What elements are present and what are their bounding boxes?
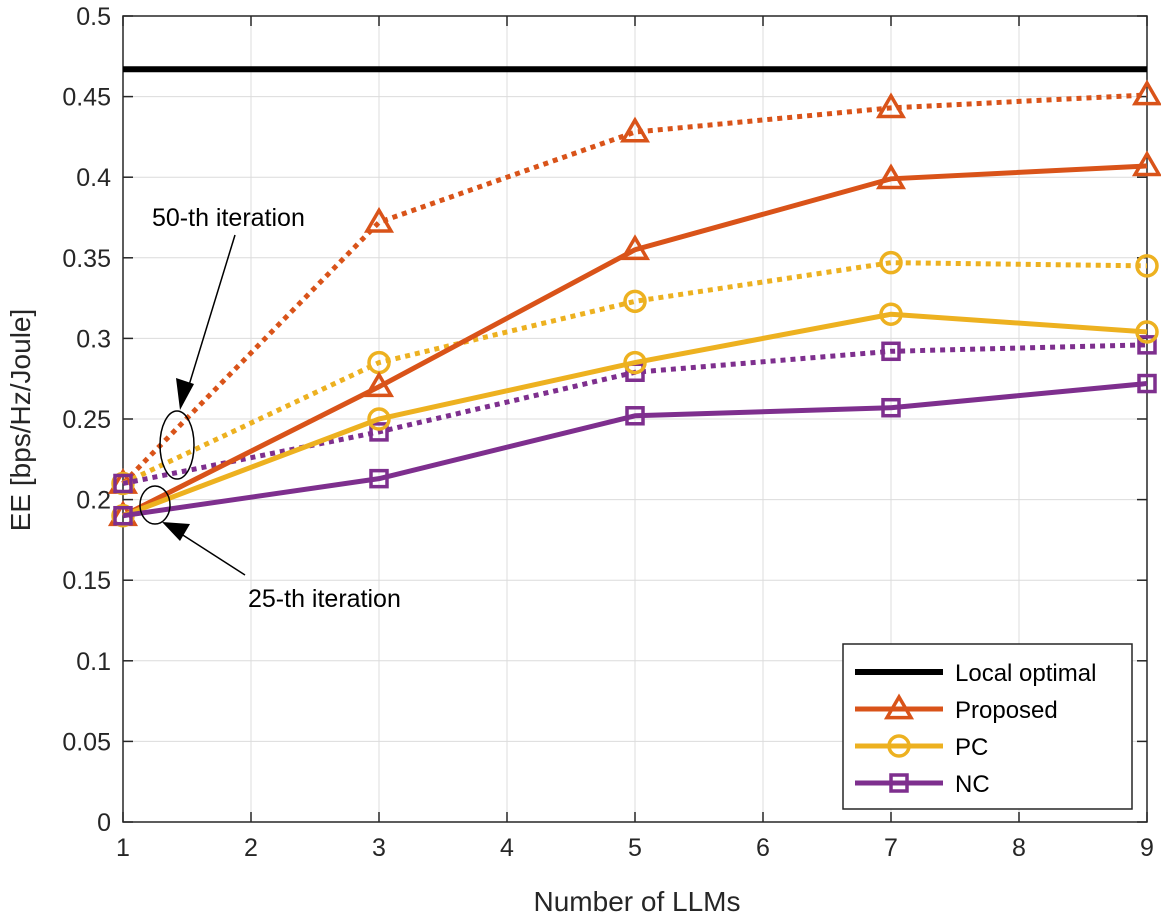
data-point-proposed-25th <box>1131 150 1161 177</box>
series-line-nc-25th <box>122 381 1148 519</box>
y-tick-label: 0.3 <box>76 325 111 353</box>
y-tick-label: 0.5 <box>76 3 111 31</box>
y-tick-label: 0.1 <box>76 648 111 676</box>
data-point-proposed-50th <box>363 206 395 233</box>
y-tick-label: 0 <box>97 809 111 837</box>
data-point-proposed-50th <box>619 116 651 143</box>
data-point-pc-25th <box>623 350 647 375</box>
legend-label: PC <box>955 734 988 761</box>
legend-swatch-marker <box>887 734 911 758</box>
data-point-nc-50th <box>369 422 389 442</box>
data-point-pc-50th <box>111 471 135 496</box>
data-point-proposed-50th <box>875 92 907 119</box>
legend: Local optimal Proposed PC NC <box>842 643 1133 810</box>
y-tick-label: 0.05 <box>62 728 111 756</box>
data-point-proposed-25th <box>619 234 651 261</box>
legend-label: NC <box>955 771 990 798</box>
x-tick-label: 9 <box>1140 834 1154 862</box>
iteration-annotations: 50-th iteration 25-th iteration <box>139 204 401 613</box>
data-point-pc-50th <box>879 250 903 275</box>
data-point-proposed-50th <box>1131 79 1161 106</box>
legend-entry: PC <box>855 734 988 761</box>
series-line-proposed-25th <box>121 163 1148 518</box>
legend-swatch-marker <box>889 773 909 793</box>
y-axis-title: EE [bps/Hz/Joule] <box>5 309 36 532</box>
annotation-label-25th: 25-th iteration <box>248 585 401 613</box>
data-point-nc-50th <box>1137 335 1157 355</box>
annotation-ellipse-25th <box>139 485 171 525</box>
series-line-proposed-50th <box>121 92 1148 486</box>
series-proposed-25th <box>107 150 1161 527</box>
data-point-nc-50th <box>881 341 901 362</box>
x-tick-label: 1 <box>116 834 130 862</box>
x-tick-label: 7 <box>884 834 898 862</box>
data-point-nc-25th <box>113 505 133 526</box>
legend-entry: NC <box>855 771 990 798</box>
y-tick-label: 0.15 <box>62 567 111 595</box>
x-tick-label: 4 <box>500 834 514 862</box>
x-axis-title: Number of LLMs <box>534 886 741 917</box>
data-point-pc-50th <box>623 289 647 314</box>
annotation-arrow-25th <box>174 529 246 576</box>
x-tick-label: 5 <box>628 834 642 862</box>
data-point-nc-25th <box>625 406 645 426</box>
series-lines <box>107 66 1161 528</box>
series-proposed-50th <box>107 79 1161 494</box>
data-point-nc-25th <box>1137 373 1157 394</box>
data-point-pc-25th <box>1135 320 1159 344</box>
annotation-label-50th: 50-th iteration <box>152 204 305 232</box>
annotation-ellipse-50th <box>159 410 195 480</box>
data-point-pc-50th <box>1135 254 1159 278</box>
x-tick-label: 3 <box>372 834 386 862</box>
y-tick-label: 0.2 <box>76 487 111 515</box>
series-line-pc-50th <box>121 260 1148 486</box>
axis-ticks: 1 2 3 4 5 6 7 8 9 0 0.05 0.1 0.15 0.2 0.25 0.3 0.35 0.4 0.… <box>62 3 1154 862</box>
data-point-pc-25th <box>879 302 903 326</box>
series-nc-25th <box>113 373 1157 526</box>
x-tick-label: 8 <box>1012 834 1026 862</box>
annotation-arrow-50th <box>185 234 236 396</box>
series-line-pc-25th <box>122 311 1148 519</box>
data-point-nc-50th <box>113 473 133 494</box>
y-tick-label: 0.35 <box>62 245 111 273</box>
data-point-nc-25th <box>881 397 901 418</box>
annotation-arrowhead-50th <box>176 378 194 410</box>
x-tick-label: 2 <box>244 834 258 862</box>
series-pc-25th <box>111 302 1159 528</box>
data-point-proposed-25th <box>363 371 395 398</box>
x-tick-label: 6 <box>756 834 770 862</box>
annotation-arrowhead-25th <box>162 522 190 541</box>
legend-entry: Local optimal <box>855 660 1096 687</box>
legend-label: Local optimal <box>955 660 1096 687</box>
data-point-pc-25th <box>367 407 391 431</box>
y-tick-label: 0.45 <box>62 84 111 112</box>
data-point-proposed-25th <box>875 163 907 190</box>
legend-swatch-marker <box>883 693 915 720</box>
legend-entry: Proposed <box>855 693 1058 724</box>
y-tick-label: 0.25 <box>62 406 111 434</box>
y-tick-label: 0.4 <box>76 164 111 192</box>
data-point-nc-25th <box>369 468 389 489</box>
legend-label: Proposed <box>955 697 1058 724</box>
